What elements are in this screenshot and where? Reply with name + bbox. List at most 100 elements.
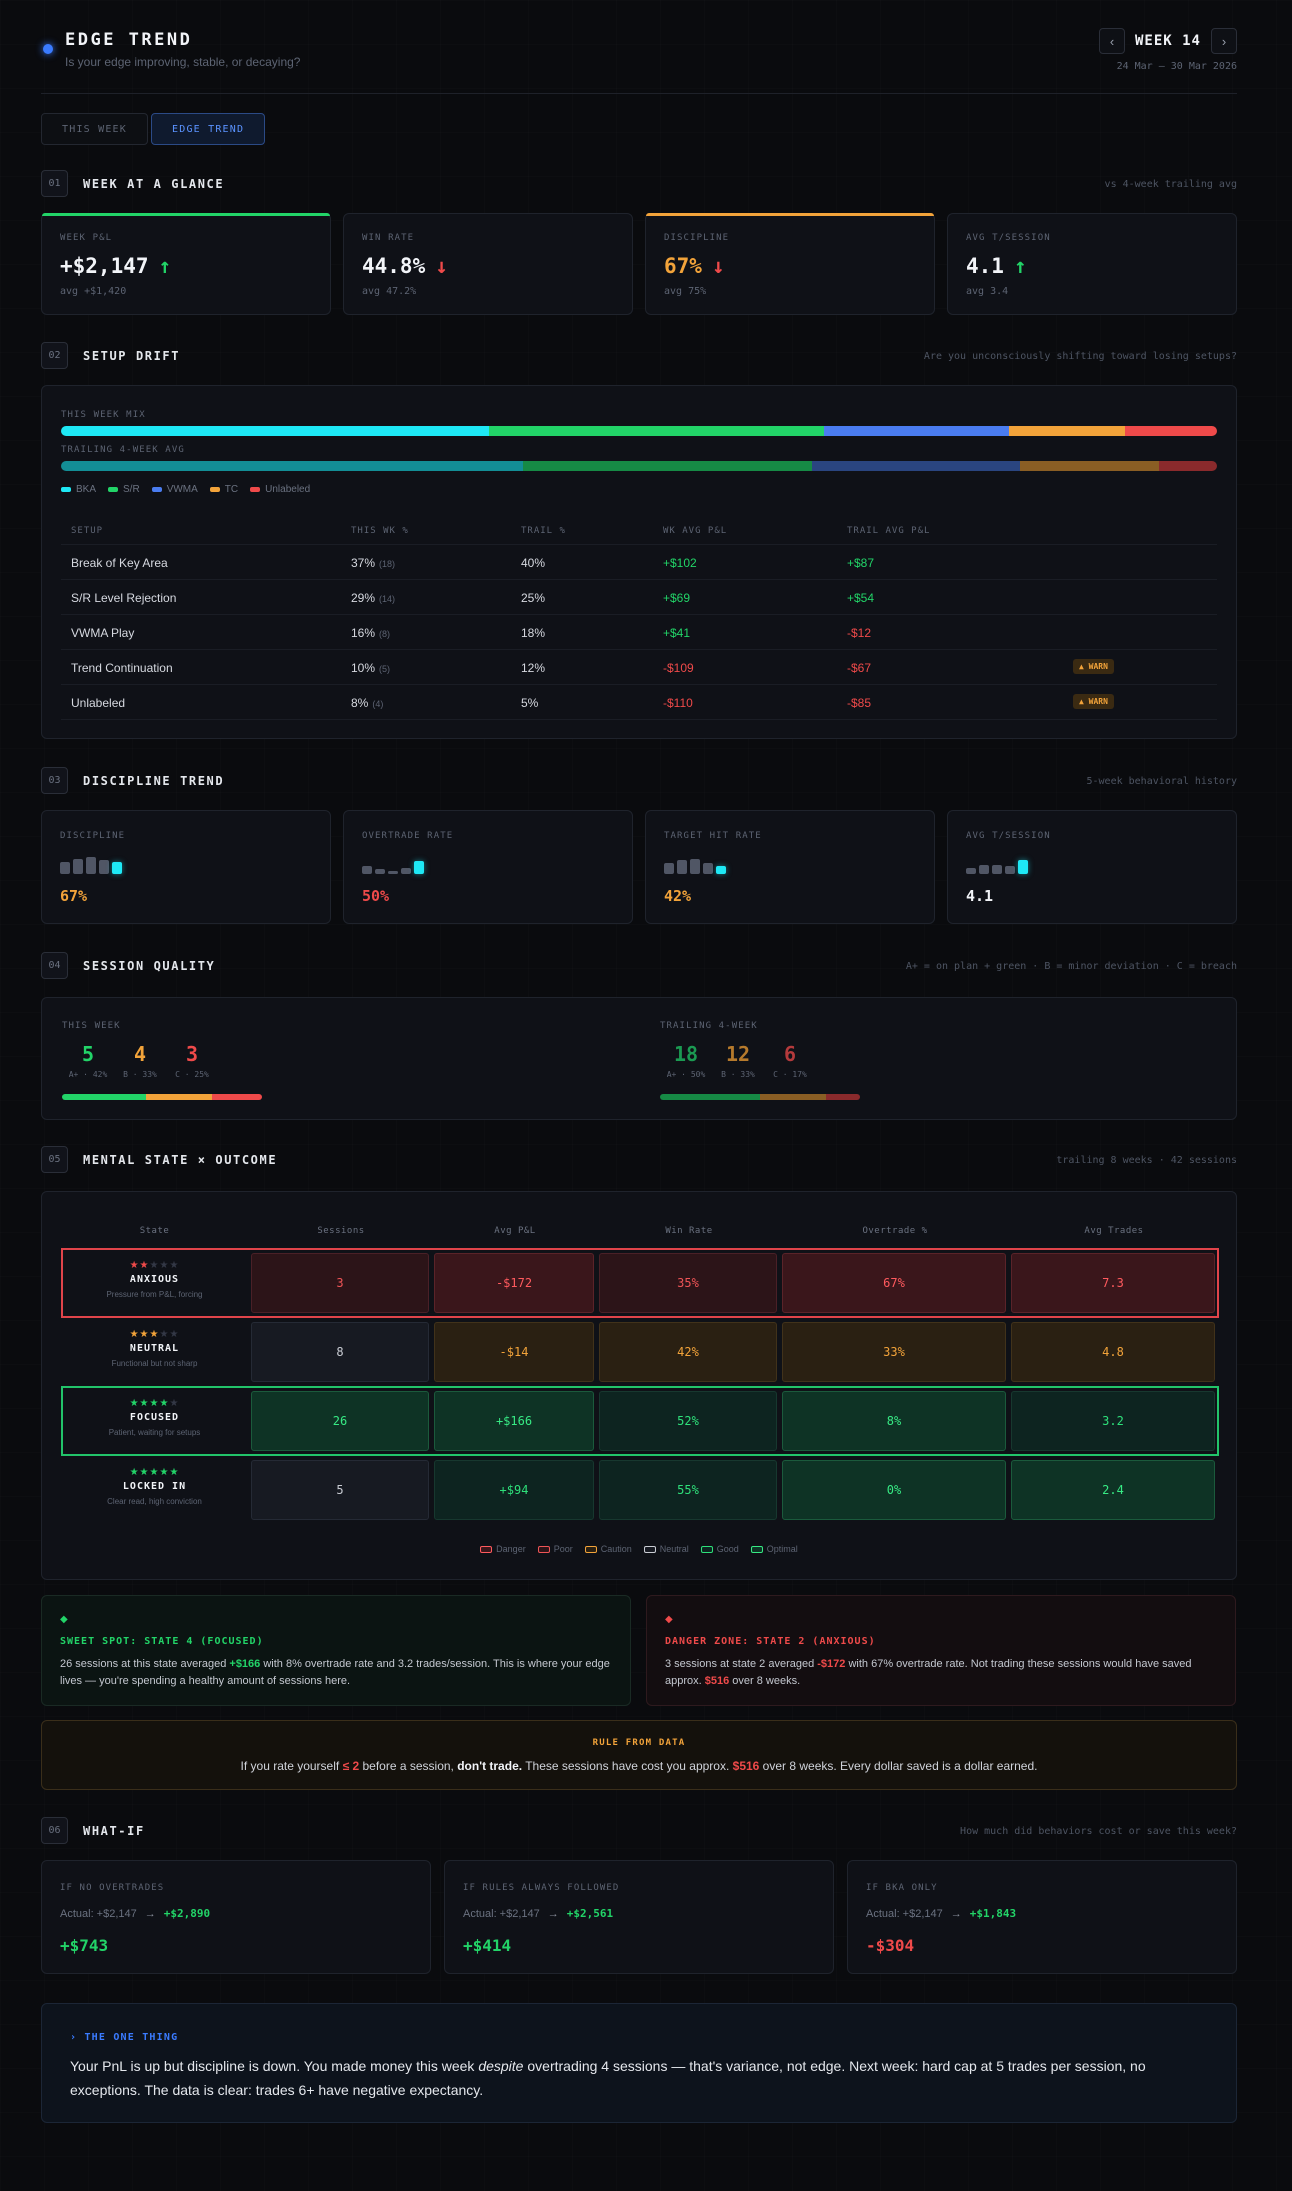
- legend-swatch: [751, 1546, 763, 1553]
- quality-segment: [62, 1094, 146, 1100]
- bold-text: don't trade.: [457, 1759, 522, 1773]
- spark-bar: [112, 862, 122, 874]
- setup-name: Trend Continuation: [71, 661, 173, 675]
- section-note: A+ = on plan + green · B = minor deviati…: [906, 961, 1237, 972]
- section-title: SESSION QUALITY: [83, 959, 215, 973]
- week-glance-cards: WEEK P&L +$2,147 ↑ avg +$1,420 WIN RATE 44.8%…: [41, 213, 1237, 315]
- spark-bar: [992, 865, 1002, 874]
- section-note: trailing 8 weeks · 42 sessions: [1056, 1155, 1237, 1166]
- pct-value: 37%: [351, 556, 375, 570]
- column-header: TRAIL AVG P&L: [847, 526, 930, 536]
- table-row: Break of Key Area 37% (18) 40% +$102 +$87: [61, 545, 1217, 580]
- star-filled-icon: ★: [159, 1398, 169, 1409]
- next-week-button[interactable]: ›: [1211, 28, 1237, 54]
- session-quality-panel: THIS WEEK 5 A+ · 42% 4 B · 33% 3 C · 25% TRAI…: [41, 997, 1237, 1120]
- text: 26 sessions at this state averaged: [60, 1658, 229, 1670]
- section-header-whatif: 06 WHAT-IF How much did behaviors cost o…: [41, 1817, 1237, 1845]
- page-subtitle: Is your edge improving, stable, or decay…: [65, 55, 300, 69]
- prev-week-button[interactable]: ‹: [1099, 28, 1125, 54]
- trade-count: (14): [379, 594, 395, 604]
- trail-pct: 25%: [521, 591, 545, 605]
- spark-bar: [60, 862, 70, 874]
- spark-bar: [716, 866, 726, 874]
- highlight-value: $516: [733, 1759, 760, 1773]
- week-avg-pnl: +$69: [663, 591, 690, 605]
- danger-zone-title: DANGER ZONE: STATE 2 (ANXIOUS): [665, 1636, 876, 1647]
- actual-value: Actual: +$2,147: [866, 1908, 943, 1920]
- mix-segment: [61, 426, 489, 436]
- quality-counts: 18 A+ · 50% 12 B · 33% 6 C · 17%: [660, 1042, 816, 1079]
- star-filled-icon: ★: [150, 1329, 160, 1340]
- quality-sub: A+ · 50%: [660, 1070, 712, 1079]
- discipline-card: AVG T/SESSION 4.1: [947, 810, 1237, 924]
- quality-segment: [146, 1094, 212, 1100]
- spark-bar: [677, 860, 687, 874]
- glance-label: WIN RATE: [362, 233, 414, 243]
- chevron-left-icon: ‹: [1110, 34, 1114, 49]
- trailing-mix-bar: [61, 461, 1217, 471]
- mix-segment: [812, 461, 1020, 471]
- diamond-icon: ◆: [60, 1614, 68, 1625]
- tab-edge-trend[interactable]: EDGE TREND: [151, 113, 265, 145]
- mix-segment: [1159, 461, 1217, 471]
- legend-label: BKA: [76, 484, 96, 495]
- value-text: 67%: [664, 254, 702, 278]
- sparkline: [60, 854, 122, 874]
- state-name: NEUTRAL: [63, 1343, 246, 1354]
- tab-this-week[interactable]: THIS WEEK: [41, 113, 148, 145]
- star-filled-icon: ★: [130, 1329, 140, 1340]
- star-empty-icon: ★: [169, 1260, 179, 1271]
- spark-bar: [979, 865, 989, 874]
- actual-value: Actual: +$2,147: [60, 1908, 137, 1920]
- pct-value: 29%: [351, 591, 375, 605]
- text: Your PnL is up but discipline is down. Y…: [70, 2058, 478, 2074]
- section-title: SETUP DRIFT: [83, 349, 180, 363]
- quality-segment: [212, 1094, 262, 1100]
- mental-row: ★★★★★ LOCKED IN Clear read, high convictio…: [63, 1457, 1217, 1523]
- page-title: EDGE TREND: [65, 30, 192, 50]
- setup-name: S/R Level Rejection: [71, 591, 176, 605]
- discipline-card: OVERTRADE RATE 50%: [343, 810, 633, 924]
- star-empty-icon: ★: [169, 1329, 179, 1340]
- date-range: 24 Mar – 30 Mar 2026: [1117, 61, 1237, 72]
- spark-bar: [690, 859, 700, 874]
- sweet-spot-card: ◆ SWEET SPOT: STATE 4 (FOCUSED) 26 sessi…: [41, 1595, 631, 1706]
- what-if-label: IF RULES ALWAYS FOLLOWED: [463, 1883, 619, 1893]
- legend-item: Danger: [480, 1544, 526, 1554]
- pct-value: 10%: [351, 661, 375, 675]
- mix-segment: [523, 461, 812, 471]
- week-avg-pnl: -$110: [663, 696, 693, 710]
- text: 3 sessions at state 2 averaged: [665, 1658, 817, 1670]
- glance-card: AVG T/SESSION 4.1 ↑ avg 3.4: [947, 213, 1237, 315]
- heatmap-legend: Danger Poor Caution Neutral Good Optimal: [42, 1544, 1236, 1554]
- section-title: WEEK AT A GLANCE: [83, 177, 224, 191]
- mental-state-label: ★★★★★ FOCUSED Patient, waiting for setups: [63, 1388, 246, 1454]
- legend-label: S/R: [123, 484, 140, 495]
- this-week-pct: 10% (5): [351, 661, 390, 675]
- week-avg-pnl: +$102: [663, 556, 697, 570]
- arrow-right-icon: →: [548, 1908, 559, 1920]
- page-header: EDGE TREND Is your edge improving, stabl…: [41, 28, 1237, 94]
- pct-value: 16%: [351, 626, 375, 640]
- section-number: 04: [41, 952, 68, 979]
- quality-sub: B · 33%: [114, 1070, 166, 1079]
- discipline-value: 67%: [60, 887, 87, 905]
- state-name: FOCUSED: [63, 1412, 246, 1423]
- legend-label: Poor: [554, 1544, 573, 1554]
- star-empty-icon: ★: [169, 1398, 179, 1409]
- what-if-delta: +$414: [463, 1936, 511, 1955]
- table-header-row: SETUP THIS WK % TRAIL % WK AVG P&L TRAIL AVG…: [61, 517, 1217, 545]
- mix-segment: [1020, 461, 1159, 471]
- column-header: State: [63, 1226, 246, 1236]
- table-row: S/R Level Rejection 29% (14) 25% +$69 +$54: [61, 580, 1217, 615]
- mental-row: ★★★★★ NEUTRAL Functional but not sharp 8 -$1…: [63, 1319, 1217, 1385]
- arrow-down-icon: ↓: [435, 254, 448, 278]
- quality-number: 12: [712, 1042, 764, 1066]
- quality-count: 6 C · 17%: [764, 1042, 816, 1079]
- column-header: THIS WK %: [351, 526, 409, 536]
- star-filled-icon: ★: [130, 1398, 140, 1409]
- quality-number: 6: [764, 1042, 816, 1066]
- heatmap-cell: 42%: [599, 1322, 777, 1382]
- spark-bar: [362, 866, 372, 874]
- value-text: 4.1: [966, 254, 1004, 278]
